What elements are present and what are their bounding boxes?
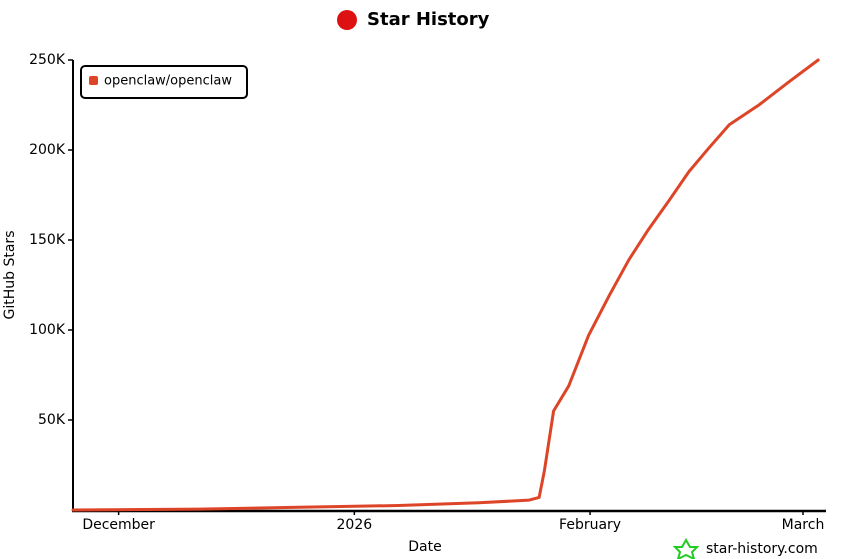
x-tick-label: February	[559, 517, 621, 533]
y-tick-label: 150K	[29, 232, 66, 248]
legend-label: openclaw/openclaw	[104, 74, 232, 89]
y-axis-label: GitHub Stars	[2, 231, 18, 320]
series-line	[71, 58, 820, 512]
legend-box	[80, 65, 248, 99]
y-tick-label: 250K	[29, 52, 66, 68]
x-axis-label: Date	[408, 539, 441, 555]
footer: star-history.com	[706, 541, 818, 557]
logo	[337, 10, 357, 30]
y-tick-label: 200K	[29, 142, 66, 158]
x-tick-label: 2026	[337, 517, 373, 533]
y-tick-label: 50K	[38, 412, 66, 428]
footer-icon	[672, 537, 700, 559]
legend-swatch	[89, 76, 98, 85]
chart-title: Star History	[367, 9, 490, 30]
x-tick-label: March	[782, 517, 825, 533]
y-tick-label: 100K	[29, 322, 66, 338]
x-tick-label: December	[82, 517, 155, 533]
